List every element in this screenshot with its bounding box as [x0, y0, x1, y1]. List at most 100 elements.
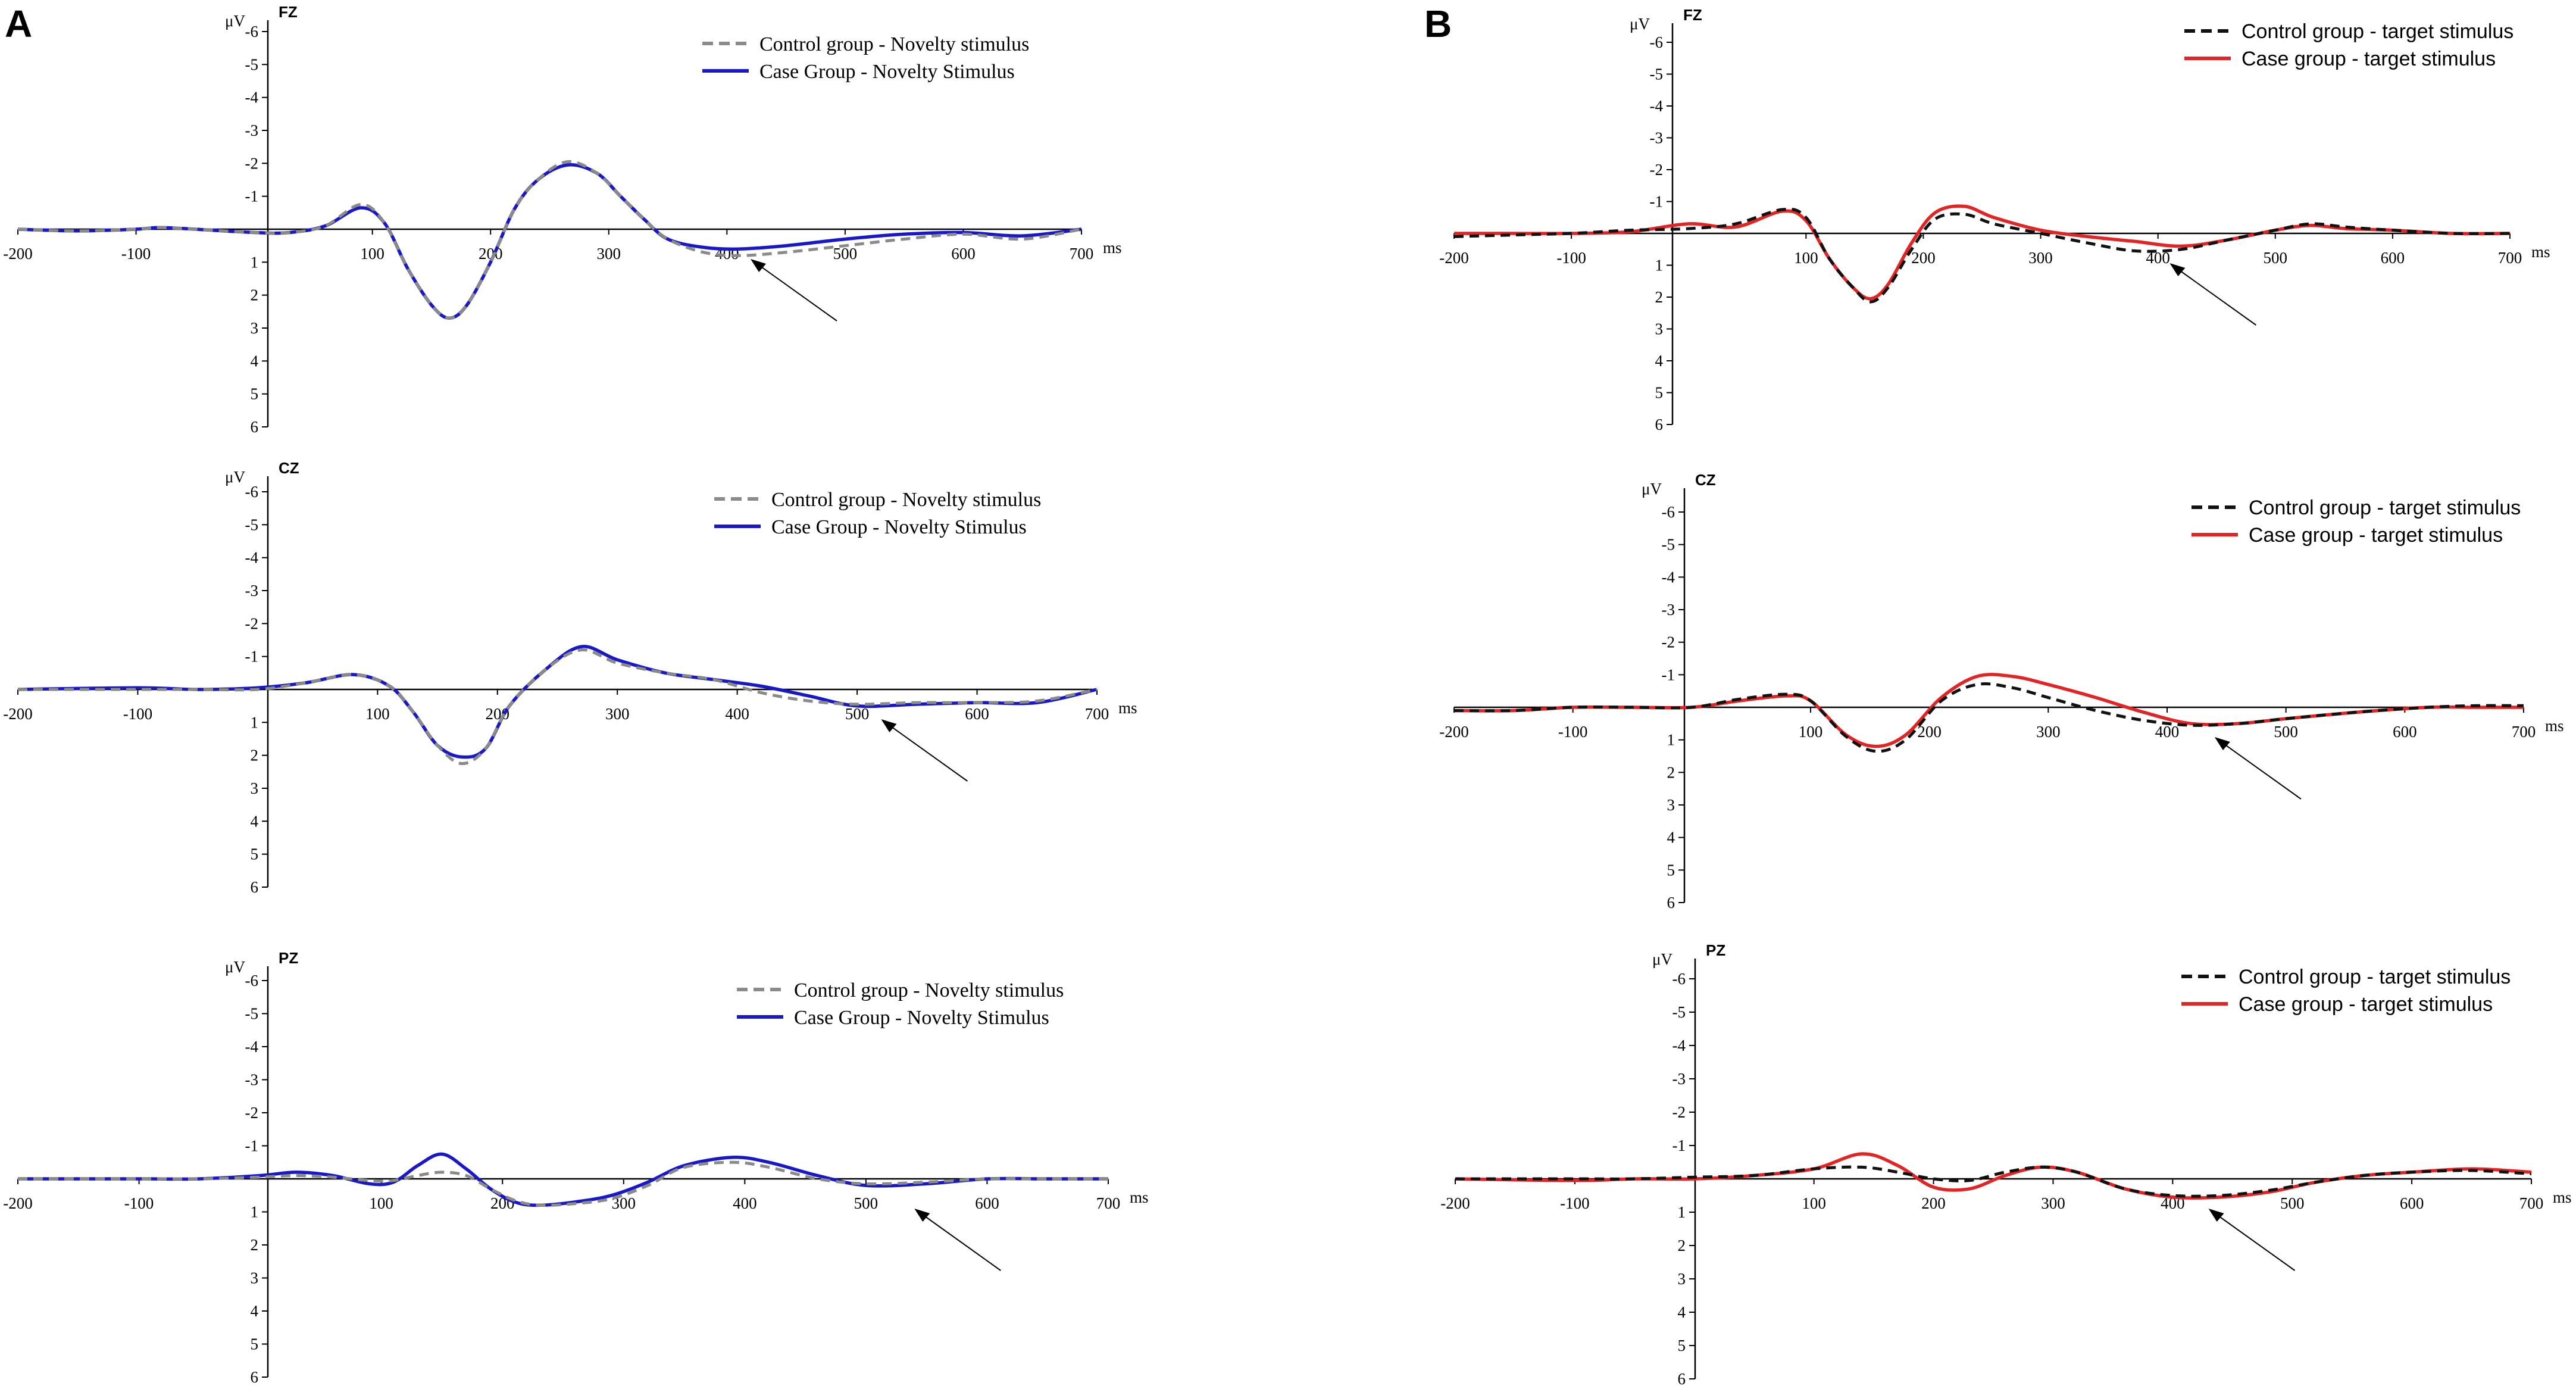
y-tick-label: 1 [1678, 1203, 1686, 1221]
y-unit-label: μV [225, 958, 245, 976]
y-tick-label: -3 [245, 582, 259, 600]
control-series-line [18, 648, 1098, 766]
annotation-arrowhead [914, 1209, 930, 1222]
x-tick-label: -100 [124, 1194, 154, 1212]
y-tick-label: 6 [251, 878, 259, 896]
legend-label-case: Case Group - Novelty Stimulus [794, 1007, 1049, 1029]
y-tick-label: 2 [1655, 288, 1664, 306]
y-tick-label: 4 [1667, 829, 1675, 847]
x-tick-label: 600 [965, 705, 989, 723]
x-tick-label: 400 [725, 705, 749, 723]
x-tick-label: -200 [3, 705, 33, 723]
x-tick-label: 300 [597, 245, 621, 263]
y-tick-label: 1 [1655, 257, 1664, 274]
y-tick-label: 4 [251, 1302, 259, 1320]
control-series-line [17, 160, 1082, 320]
legend-label-case: Case group - target stimulus [2249, 524, 2503, 547]
y-tick-label: 4 [251, 812, 259, 830]
y-tick-label: 4 [1678, 1303, 1686, 1321]
x-tick-label: 500 [2280, 1194, 2305, 1212]
y-tick-label: -4 [1672, 1037, 1686, 1054]
y-tick-label: -4 [245, 549, 259, 567]
y-tick-label: 4 [251, 352, 259, 370]
x-tick-label: 100 [1799, 723, 1823, 741]
y-tick-label: -4 [245, 89, 259, 107]
y-tick-label: 1 [251, 713, 259, 731]
y-tick-label: -3 [1662, 601, 1675, 619]
x-unit-label: ms [1118, 699, 1137, 717]
y-tick-label: -6 [245, 972, 259, 990]
x-tick-label: -200 [3, 1194, 33, 1212]
y-unit-label: μV [225, 468, 245, 486]
y-tick-label: -2 [245, 614, 259, 632]
y-tick-label: -4 [245, 1038, 259, 1056]
x-tick-label: -100 [121, 245, 151, 263]
x-tick-label: 200 [1911, 249, 1936, 267]
x-tick-label: 100 [365, 705, 390, 723]
y-tick-label: -4 [1650, 97, 1664, 115]
y-tick-label: 2 [251, 1236, 259, 1254]
y-tick-label: 5 [251, 1335, 259, 1353]
x-tick-label: 500 [2264, 249, 2288, 267]
annotation-arrow [2213, 1212, 2296, 1271]
legend-label-control: Control group - target stimulus [2249, 497, 2521, 519]
x-tick-label: 400 [733, 1194, 757, 1212]
annotation-arrow [918, 1212, 1001, 1271]
panel-label-a: A [5, 2, 32, 45]
electrode-site-label: FZ [279, 3, 298, 21]
y-tick-label: 4 [1655, 352, 1664, 370]
control-series-line [1453, 207, 2511, 304]
y-tick-label: -2 [245, 154, 259, 172]
y-tick-label: 5 [251, 845, 259, 863]
legend-label-case: Case group - target stimulus [2242, 48, 2496, 70]
y-tick-label: -5 [1662, 536, 1675, 554]
x-tick-label: -200 [1439, 723, 1469, 741]
y-tick-label: -6 [1662, 503, 1675, 521]
electrode-site-label: PZ [279, 949, 298, 967]
y-tick-label: 5 [1655, 384, 1664, 402]
annotation-arrowhead [2169, 263, 2186, 276]
y-tick-label: -3 [1672, 1070, 1686, 1088]
y-tick-label: 2 [251, 747, 259, 764]
erp-subplot-b-cz: -6 -5 -4 -3 -2 -1 1 2 3 4 5 6 -200 -100 100 200 300 400 50… [1439, 471, 2564, 912]
y-tick-label: 3 [1678, 1270, 1686, 1288]
y-tick-label: -5 [245, 516, 259, 533]
x-tick-label: 300 [2028, 249, 2053, 267]
legend-label-control: Control group - target stimulus [2242, 20, 2514, 43]
x-tick-label: -100 [1560, 1194, 1590, 1212]
x-tick-label: 500 [833, 245, 858, 263]
y-unit-label: μV [1642, 480, 1662, 498]
annotation-arrow [755, 262, 837, 322]
y-unit-label: μV [1630, 15, 1650, 33]
y-tick-label: 6 [251, 418, 259, 436]
x-tick-label: 600 [2393, 723, 2417, 741]
x-tick-label: 600 [2400, 1194, 2424, 1212]
x-tick-label: 300 [2041, 1194, 2065, 1212]
y-tick-label: 5 [1667, 861, 1675, 879]
y-tick-label: -5 [1672, 1003, 1686, 1021]
x-tick-label: -200 [1440, 1194, 1470, 1212]
y-tick-label: 3 [251, 1269, 259, 1287]
y-tick-label: 2 [1667, 763, 1675, 781]
control-series-line [1453, 682, 2524, 753]
x-unit-label: ms [2531, 243, 2550, 261]
x-tick-label: 700 [1096, 1194, 1121, 1212]
legend-label-control: Control group - Novelty stimulus [759, 33, 1029, 55]
x-tick-label: 500 [854, 1194, 879, 1212]
y-tick-label: 6 [251, 1368, 259, 1386]
y-tick-label: -5 [245, 55, 259, 73]
x-unit-label: ms [2553, 1188, 2572, 1206]
x-tick-label: 100 [369, 1194, 393, 1212]
annotation-arrowhead [2214, 737, 2230, 750]
y-tick-label: -3 [245, 121, 259, 139]
x-tick-label: 600 [951, 245, 976, 263]
x-tick-label: 500 [845, 705, 870, 723]
y-tick-label: -2 [1662, 633, 1675, 651]
electrode-site-label: FZ [1683, 6, 1702, 24]
